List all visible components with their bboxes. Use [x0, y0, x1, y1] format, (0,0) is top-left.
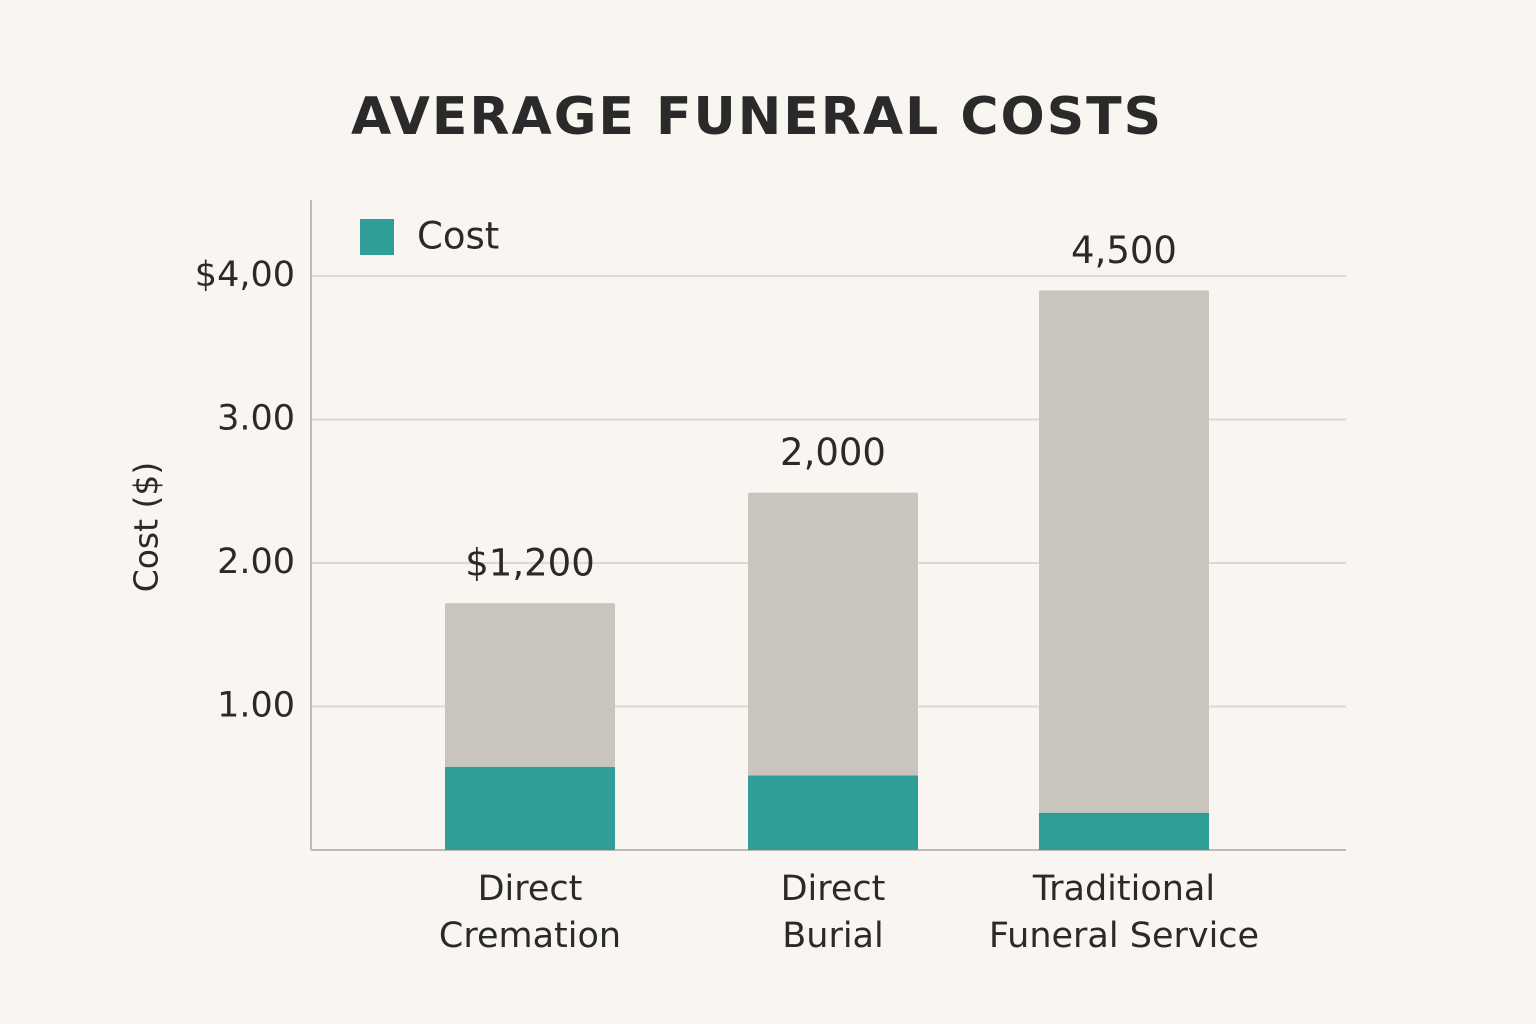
- chart-title: AVERAGE FUNERAL COSTS: [351, 87, 1163, 147]
- y-tick-label: $4,00: [195, 255, 295, 295]
- bar-segment: [748, 775, 918, 850]
- bar-segment: [1039, 290, 1209, 813]
- bar-annotation: 2,000: [780, 431, 886, 474]
- bar-segment: [445, 603, 615, 767]
- x-tick-label: Traditional Funeral Service: [988, 869, 1260, 956]
- bar-segment: [748, 492, 918, 776]
- legend-label: Cost: [417, 215, 499, 258]
- bar-annotation: $1,200: [465, 542, 594, 585]
- legend-swatch: [360, 219, 394, 255]
- bar-annotation: 4,500: [1071, 229, 1177, 272]
- y-axis-label: Cost ($): [127, 462, 166, 593]
- bar-segment: [445, 766, 615, 850]
- y-tick-label: 2.00: [217, 542, 295, 582]
- y-tick-label: 1.00: [217, 686, 295, 726]
- bar-segment: [1039, 812, 1209, 850]
- x-tick-label: Direct Burial: [780, 869, 886, 956]
- y-tick-label: 3.00: [217, 399, 295, 439]
- x-tick-label: Direct Cremation: [438, 869, 622, 956]
